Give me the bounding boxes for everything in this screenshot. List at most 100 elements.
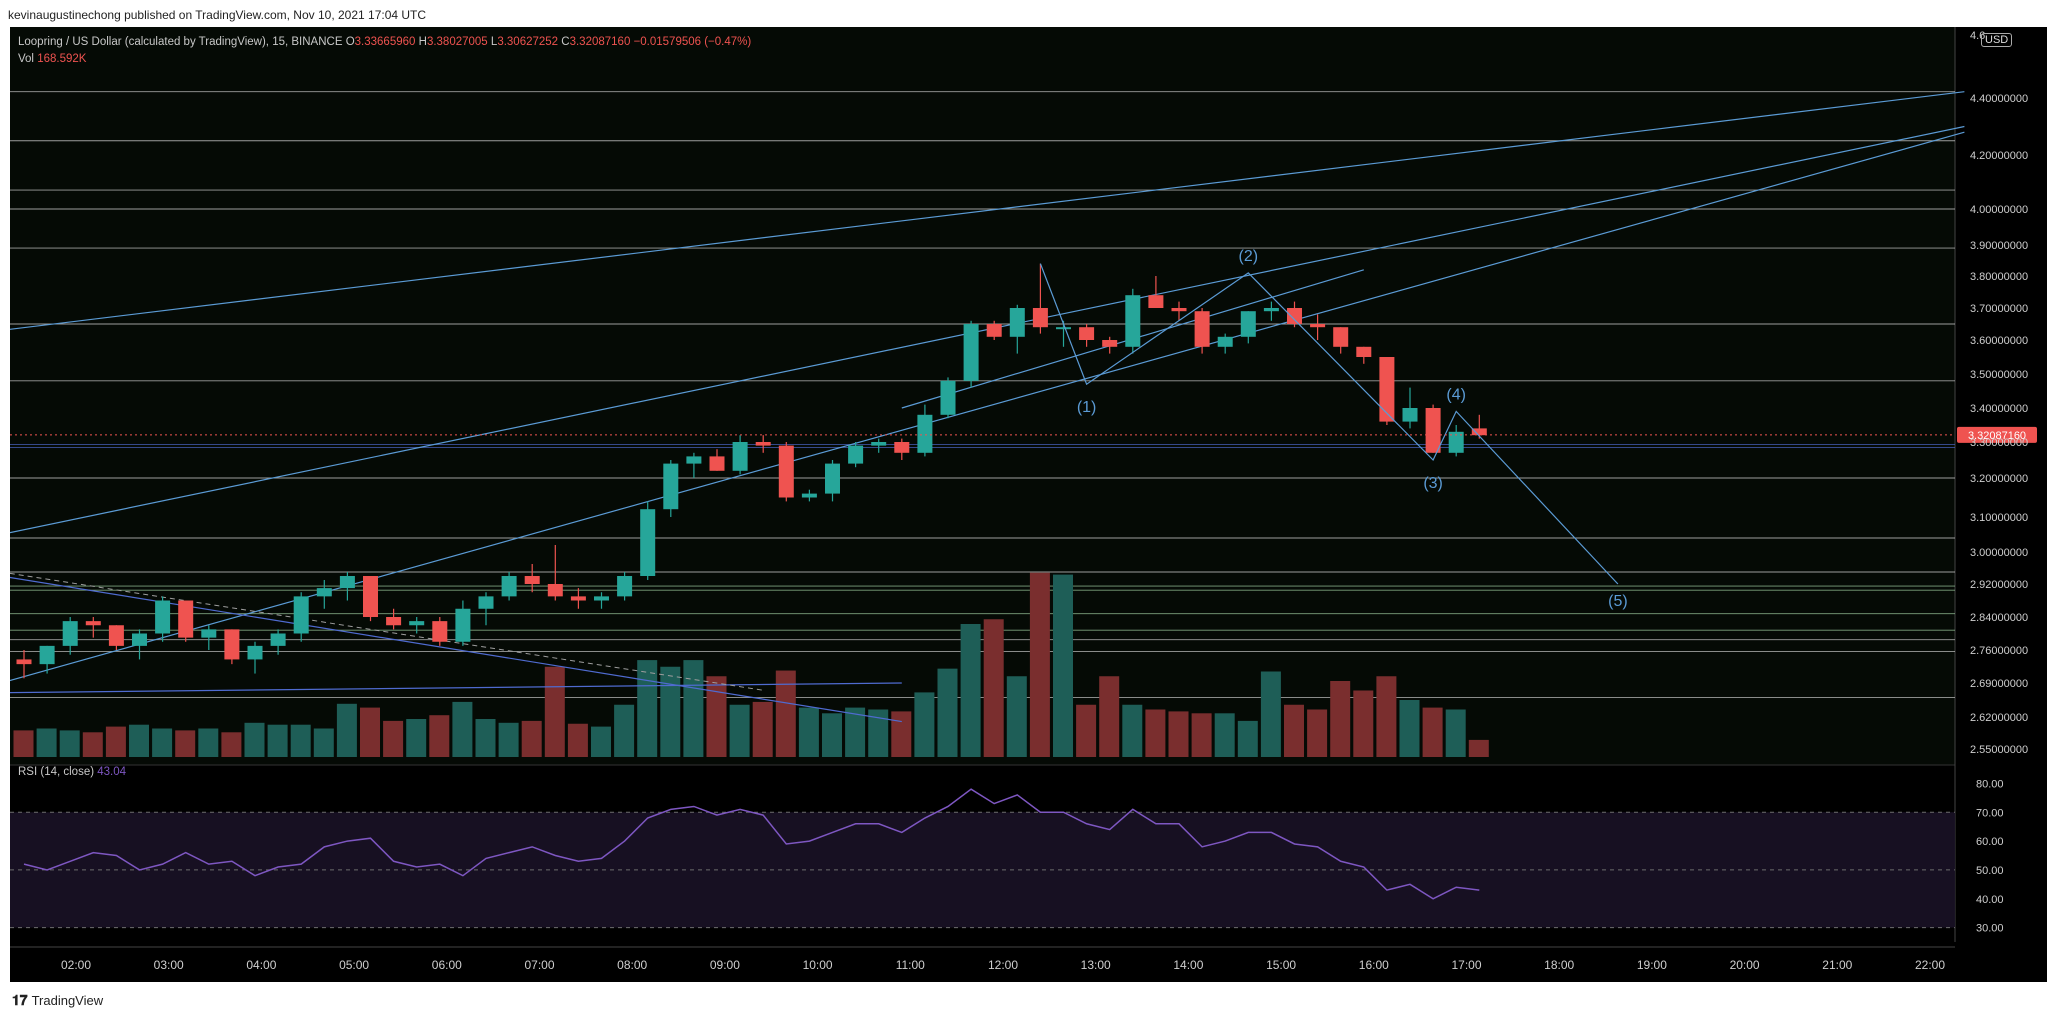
rsi-axis-tick: 30.00: [1976, 923, 2004, 935]
candle-body: [1102, 340, 1118, 347]
candle-body: [201, 629, 217, 638]
candle-body: [501, 576, 517, 597]
elliott-wave-path: [1039, 263, 1619, 585]
wave-label: (4): [1446, 386, 1466, 403]
candle-body: [363, 576, 378, 617]
candle-body: [62, 621, 78, 646]
volume-bar: [614, 704, 635, 757]
volume-bar: [591, 726, 611, 757]
time-axis-tick: 21:00: [1822, 958, 1852, 972]
volume-bar: [244, 722, 265, 757]
rsi-axis-tick: 60.00: [1976, 836, 2004, 848]
time-axis-tick: 17:00: [1451, 958, 1481, 972]
price-axis-tick: 2.76000000: [1970, 645, 2028, 657]
tradingview-logo[interactable]: 𝟏𝟕 TradingView: [12, 992, 103, 1009]
rsi-label: RSI (14, close): [18, 766, 95, 778]
volume-bar: [129, 724, 149, 757]
volume-bar: [36, 728, 57, 757]
price-axis-tick: 2.62000000: [1970, 712, 2028, 724]
time-axis-tick: 14:00: [1173, 958, 1203, 972]
candle-body: [39, 645, 55, 665]
wave-label: (1): [1077, 399, 1097, 416]
candle-body: [1402, 408, 1418, 422]
rsi-line: [23, 788, 1480, 900]
chart-frame[interactable]: (1) (2) (3) (4) (5) 3.32087160 4.6 4.40000000 4.…: [10, 27, 2047, 982]
tradingview-logo-text: TradingView: [31, 993, 104, 1008]
candle-body: [16, 659, 32, 665]
volume-bar: [1307, 709, 1328, 757]
volume-bar: [1468, 739, 1489, 757]
volume-bar: [175, 730, 196, 757]
candle-body: [1056, 327, 1071, 330]
current-price-label: 3.32087160: [1968, 430, 2026, 442]
volume-bar: [1191, 713, 1212, 757]
volume-bar: [544, 666, 565, 757]
candle-body: [1379, 357, 1395, 422]
candle-body: [1448, 431, 1464, 453]
volume-bar: [567, 723, 588, 757]
candle-body: [594, 596, 609, 601]
volume-bar: [1399, 700, 1420, 757]
volume-bar: [1145, 709, 1166, 757]
candle-body: [339, 576, 355, 589]
close-label: C: [561, 36, 570, 48]
symbol-text: Loopring / US Dollar (calculated by Trad…: [18, 36, 343, 48]
rsi-legend: RSI (14, close) 43.04: [18, 766, 126, 778]
volume-bar: [937, 668, 958, 757]
volume-bar: [1376, 676, 1397, 757]
volume-bar: [1099, 676, 1120, 757]
candle-body: [1148, 295, 1164, 308]
currency-badge[interactable]: USD: [1981, 33, 2013, 47]
candle-body: [801, 493, 817, 498]
volume-bar: [1029, 572, 1050, 757]
volume-bar: [1260, 671, 1281, 757]
time-axis-tick: 08:00: [617, 958, 647, 972]
chart-svg[interactable]: (1)(2)(3)(4)(5)3.320871604.64.400000004.…: [10, 27, 2047, 982]
time-axis-tick: 11:00: [896, 958, 925, 972]
candle-body: [455, 608, 471, 642]
candle-body: [1240, 311, 1256, 337]
price-axis-tick: 2.92000000: [1970, 579, 2028, 591]
volume-bar: [798, 707, 819, 757]
volume-bar: [960, 624, 981, 757]
rsi-axis-tick: 50.00: [1976, 865, 2004, 877]
candle-body: [1310, 324, 1326, 328]
candle-body: [1032, 308, 1048, 328]
price-axis-tick: 4.00000000: [1970, 204, 2028, 216]
main-legend: Loopring / US Dollar (calculated by Trad…: [18, 36, 751, 48]
candle-body: [270, 633, 286, 646]
trendline: [10, 91, 1965, 330]
time-axis-tick: 07:00: [524, 958, 554, 972]
candle-body: [709, 456, 725, 471]
volume-bar: [13, 730, 34, 757]
candle-body: [1287, 308, 1302, 324]
volume-bar: [845, 707, 866, 757]
candle-body: [755, 442, 771, 446]
volume-bar: [1445, 709, 1466, 757]
volume-bar: [729, 704, 750, 757]
volume-label: Vol: [18, 53, 34, 65]
price-axis-tick: 4.40000000: [1970, 93, 2028, 105]
price-axis-tick: 3.70000000: [1970, 303, 2028, 315]
close-value: 3.32087160: [569, 36, 631, 48]
low-value: 3.30627252: [497, 36, 559, 48]
volume-bar: [1214, 713, 1235, 757]
time-axis-tick: 15:00: [1266, 958, 1296, 972]
price-axis-tick: 2.84000000: [1970, 612, 2028, 624]
volume-bar: [868, 709, 889, 757]
wave-label: (3): [1423, 475, 1443, 492]
volume-bar: [429, 715, 450, 757]
time-axis-tick: 13:00: [1081, 958, 1111, 972]
candle-body: [871, 442, 887, 446]
candle-body: [409, 621, 425, 626]
current-price-badge: [1957, 426, 2037, 443]
candle-body: [663, 463, 679, 510]
low-label: L: [490, 36, 498, 48]
candle-body: [963, 324, 979, 381]
candle-body: [686, 456, 702, 464]
publisher-header: kevinaugustinechong published on Trading…: [8, 8, 427, 22]
rsi-axis-tick: 70.00: [1976, 807, 2004, 819]
candle-body: [848, 445, 864, 464]
volume-bar: [752, 701, 773, 757]
volume-bar: [221, 732, 242, 757]
